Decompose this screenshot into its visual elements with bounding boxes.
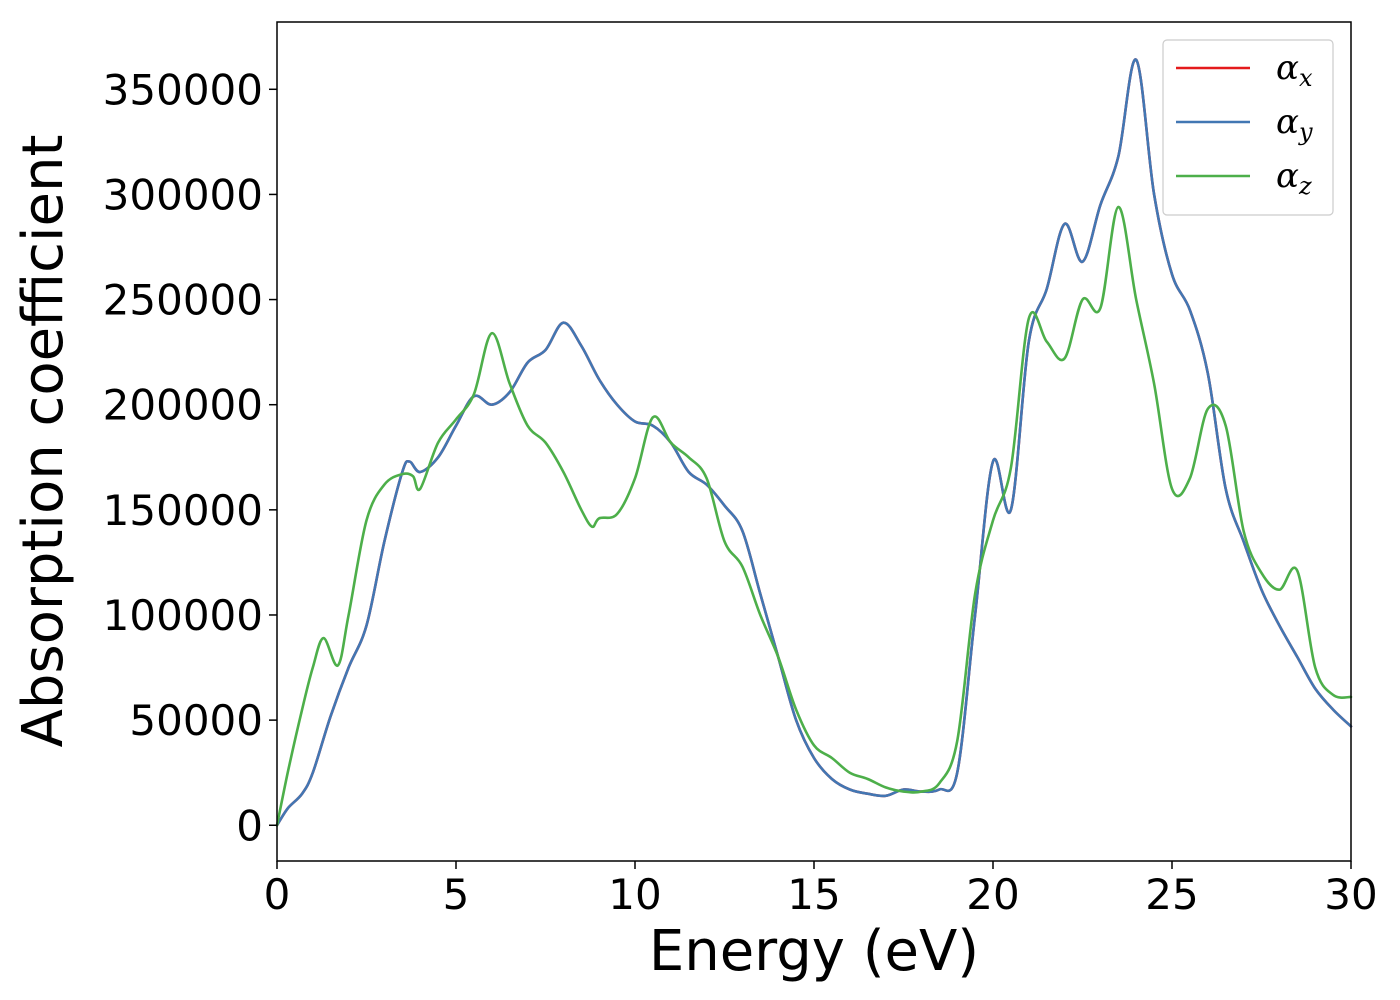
y-tick-label: 50000 xyxy=(129,696,263,745)
legend-label-y: αy xyxy=(1276,102,1313,146)
series-line-y xyxy=(275,58,1353,827)
x-axis-title: Energy (eV) xyxy=(649,919,979,984)
legend-label-base: α xyxy=(1276,102,1299,142)
series-line-z xyxy=(275,205,1353,827)
legend-frame xyxy=(1162,39,1334,216)
legend-label-base: α xyxy=(1276,156,1299,196)
x-axis: 0 5 10 15 20 25 30 xyxy=(264,861,1378,919)
legend-label-subscript: x xyxy=(1299,64,1313,92)
y-tick-label: 200000 xyxy=(103,381,263,430)
x-tick-label: 25 xyxy=(1145,870,1198,919)
y-tick-label: 250000 xyxy=(103,276,263,325)
x-tick-label: 5 xyxy=(443,870,470,919)
legend-label-subscript: z xyxy=(1298,172,1312,200)
y-axis-title: Absorption coefficient xyxy=(11,135,76,748)
legend-label-base: α xyxy=(1276,48,1299,88)
x-tick-label: 0 xyxy=(264,870,291,919)
y-tick-label: 350000 xyxy=(103,65,263,114)
x-tick-label: 20 xyxy=(966,870,1019,919)
y-tick-label: 0 xyxy=(236,801,263,850)
legend-label-x: αx xyxy=(1276,48,1313,92)
y-tick-label: 300000 xyxy=(103,170,263,219)
y-tick-label: 150000 xyxy=(103,486,263,535)
legend-label-z: αz xyxy=(1276,156,1312,200)
y-tick-label: 100000 xyxy=(103,591,263,640)
x-tick-label: 15 xyxy=(787,870,840,919)
x-tick-label: 30 xyxy=(1324,870,1377,919)
series-layer xyxy=(275,58,1353,827)
legend-label-subscript: y xyxy=(1298,118,1313,146)
y-axis: 0 50000 100000 150000 200000 250000 300000 3500… xyxy=(103,65,277,850)
x-tick-label: 10 xyxy=(608,870,661,919)
